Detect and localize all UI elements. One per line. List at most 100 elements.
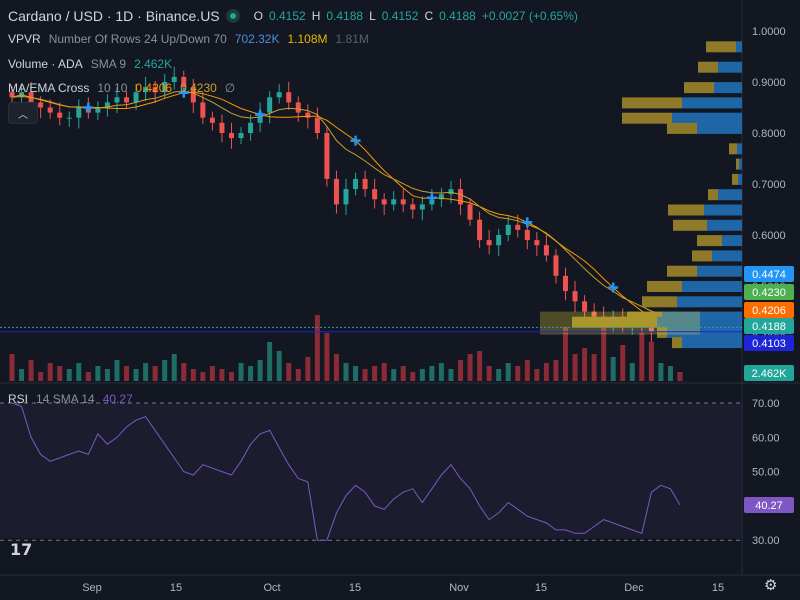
- candle: [553, 255, 559, 276]
- volume-bar: [104, 369, 110, 381]
- candle: [295, 102, 301, 113]
- cross-marker: [350, 135, 361, 146]
- volume-bar: [639, 333, 645, 381]
- volume-bar: [505, 363, 511, 381]
- vpvr-value-2: 1.108M: [287, 32, 328, 46]
- volume-profile-down: [736, 158, 739, 170]
- volume-bar: [667, 366, 673, 381]
- candle: [524, 229, 530, 241]
- candle: [66, 117, 72, 119]
- volume-bar: [248, 366, 254, 381]
- volume-bar: [66, 369, 72, 381]
- indicator-volume[interactable]: Volume · ADA SMA 9 2.462K: [8, 57, 172, 71]
- volume-profile-up: [739, 158, 742, 170]
- volume-bar: [305, 357, 311, 381]
- rsi-name: RSI: [8, 392, 29, 406]
- candle: [648, 326, 654, 332]
- candle: [9, 92, 15, 98]
- ma-name: MA/EMA Cross: [8, 81, 90, 95]
- candle: [333, 178, 339, 205]
- volume-bar: [381, 363, 387, 381]
- volume-profile-up: [667, 326, 742, 338]
- ohlc-low-key: L: [369, 9, 376, 23]
- volume-bar: [152, 366, 158, 381]
- tradingview-logo-icon[interactable]: 17: [10, 540, 33, 559]
- volume-bar: [610, 357, 616, 381]
- candle: [276, 92, 282, 98]
- volume-profile-down: [684, 82, 714, 94]
- time-tick-label: 15: [170, 582, 182, 594]
- volume-profile-down: [572, 316, 657, 328]
- candle: [305, 112, 311, 118]
- candle: [95, 107, 101, 113]
- candle: [496, 235, 502, 246]
- volume-bar: [343, 363, 349, 381]
- candle: [238, 133, 244, 139]
- candle: [381, 199, 387, 205]
- symbol-title[interactable]: Cardano / USD · 1D · Binance.US: [8, 8, 220, 24]
- volume-bar: [28, 360, 34, 381]
- time-tick-label: Dec: [624, 582, 644, 594]
- volume-bar: [496, 369, 502, 381]
- volume-bar: [114, 360, 120, 381]
- rsi-tick-label: 70.00: [752, 398, 780, 410]
- rsi-label-box: [744, 496, 794, 513]
- candle: [391, 199, 397, 205]
- volume-profile-up: [657, 316, 742, 328]
- candle: [133, 92, 139, 103]
- volume-bar: [601, 321, 607, 381]
- candle: [267, 97, 273, 113]
- volume-bar: [582, 348, 588, 381]
- indicator-ma-ema[interactable]: MA/EMA Cross 10 10 0.4206 0.4230 ∅: [8, 81, 235, 95]
- price-label: 0.4188: [752, 321, 786, 333]
- candle: [486, 240, 492, 246]
- volume-profile-down: [622, 112, 672, 124]
- volume-profile-down: [667, 122, 697, 134]
- volume-profile-up: [682, 337, 742, 349]
- candle: [572, 291, 578, 302]
- market-status-icon: [225, 9, 240, 23]
- collapse-legend-button[interactable]: ︿: [8, 102, 38, 124]
- price-label: 0.4206: [752, 305, 786, 317]
- volume-bar: [562, 327, 568, 381]
- volume-profile-up: [712, 250, 742, 262]
- candle: [248, 122, 254, 133]
- indicator-vpvr[interactable]: VPVR Number Of Rows 24 Up/Down 70 702.32…: [8, 32, 369, 46]
- volume-profile-up: [682, 97, 742, 109]
- volume-bar: [620, 345, 626, 381]
- indicator-rsi[interactable]: RSI 14 SMA 14 40.27: [8, 392, 133, 406]
- candle: [104, 102, 110, 108]
- cross-marker: [178, 87, 189, 98]
- price-tick-label: 1.0000: [752, 26, 786, 38]
- volume-profile-down: [729, 143, 737, 155]
- cross-marker: [83, 102, 94, 113]
- candle: [505, 224, 511, 235]
- price-label-box: [744, 318, 794, 334]
- volume-bar: [219, 369, 225, 381]
- volume-bar: [171, 354, 177, 381]
- volume-bar: [400, 366, 406, 381]
- candle: [124, 97, 130, 103]
- volume-bar: [477, 351, 483, 381]
- volume-bar: [133, 369, 139, 381]
- candle: [438, 194, 444, 200]
- candle: [38, 102, 44, 108]
- price-label: 0.4103: [752, 338, 786, 350]
- gear-icon[interactable]: ⚙: [764, 576, 778, 594]
- volume-profile-up: [738, 173, 742, 185]
- volume-profile-up: [737, 143, 742, 155]
- candle: [458, 189, 464, 205]
- volume-bar: [200, 372, 206, 381]
- rsi-axis-label: 40.27: [755, 500, 783, 512]
- volume-bar: [95, 366, 101, 381]
- candle: [162, 82, 168, 93]
- price-tick-label: 0.9000: [752, 77, 786, 89]
- volume-profile-up: [682, 281, 742, 292]
- volume-bar: [295, 369, 301, 381]
- volume-profile-up: [677, 296, 742, 308]
- volume-bar: [543, 363, 549, 381]
- volume-profile-up: [707, 219, 742, 231]
- time-tick-label: 15: [535, 582, 547, 594]
- candle: [324, 133, 330, 179]
